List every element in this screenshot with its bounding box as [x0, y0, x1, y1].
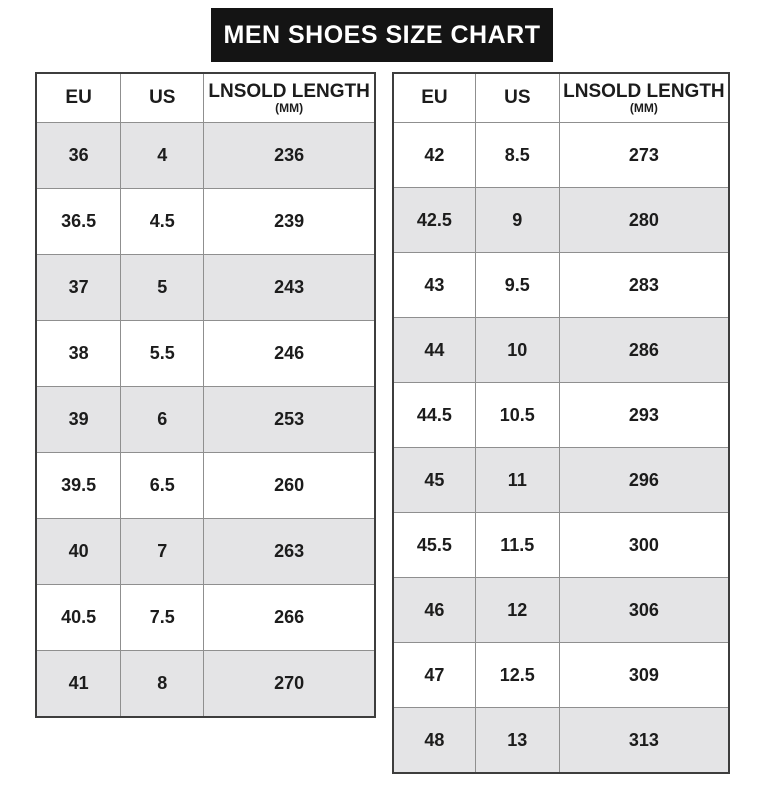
column-header-length: LNSOLD LENGTH (MM)	[558, 72, 730, 123]
size-table-left: EU US LNSOLD LENGTH (MM) 36 4 236 36.5 4.5 23…	[35, 72, 376, 718]
cell-mm: 313	[558, 707, 730, 774]
cell-us: 11	[474, 447, 560, 513]
cell-eu: 37	[35, 254, 122, 321]
cell-us: 11.5	[474, 512, 560, 578]
cell-mm: 300	[558, 512, 730, 578]
chart-title: MEN SHOES SIZE CHART	[211, 8, 553, 62]
cell-mm: 270	[203, 650, 376, 718]
cell-eu: 41	[35, 650, 122, 718]
cell-mm: 239	[203, 188, 376, 255]
column-header-length-unit: (MM)	[275, 100, 304, 115]
cell-us: 6.5	[120, 452, 205, 519]
cell-us: 5.5	[120, 320, 205, 387]
cell-eu: 45	[392, 447, 476, 513]
cell-eu: 42	[392, 122, 476, 188]
table-row: 40.5 7.5 266	[35, 584, 376, 651]
column-header-length-unit: (MM)	[629, 100, 658, 115]
cell-mm: 260	[203, 452, 376, 519]
column-header-eu: EU	[392, 72, 476, 123]
column-header-length-label: LNSOLD LENGTH	[208, 80, 370, 102]
cell-eu: 42.5	[392, 187, 476, 253]
cell-eu: 40.5	[35, 584, 122, 651]
column-header-us: US	[120, 72, 205, 123]
cell-mm: 236	[203, 122, 376, 189]
table-row: 42.5 9 280	[392, 187, 730, 253]
table-row: 39.5 6.5 260	[35, 452, 376, 519]
cell-eu: 36.5	[35, 188, 122, 255]
cell-mm: 253	[203, 386, 376, 453]
cell-eu: 44.5	[392, 382, 476, 448]
table-row: 44.5 10.5 293	[392, 382, 730, 448]
cell-eu: 39	[35, 386, 122, 453]
cell-us: 8.5	[474, 122, 560, 188]
cell-us: 6	[120, 386, 205, 453]
table-row: 38 5.5 246	[35, 320, 376, 387]
cell-eu: 40	[35, 518, 122, 585]
cell-eu: 38	[35, 320, 122, 387]
cell-us: 8	[120, 650, 205, 718]
cell-us: 12	[474, 577, 560, 643]
cell-mm: 273	[558, 122, 730, 188]
table-row: 37 5 243	[35, 254, 376, 321]
cell-us: 9.5	[474, 252, 560, 318]
cell-mm: 280	[558, 187, 730, 253]
column-header-length-label: LNSOLD LENGTH	[563, 80, 725, 102]
table-row: 48 13 313	[392, 707, 730, 774]
table-row: 41 8 270	[35, 650, 376, 718]
column-header-us: US	[474, 72, 560, 123]
cell-eu: 45.5	[392, 512, 476, 578]
cell-us: 4	[120, 122, 205, 189]
cell-eu: 47	[392, 642, 476, 708]
cell-us: 7.5	[120, 584, 205, 651]
cell-mm: 263	[203, 518, 376, 585]
cell-eu: 36	[35, 122, 122, 189]
table-row: 45 11 296	[392, 447, 730, 513]
cell-mm: 266	[203, 584, 376, 651]
cell-mm: 246	[203, 320, 376, 387]
table-row: 47 12.5 309	[392, 642, 730, 708]
cell-eu: 46	[392, 577, 476, 643]
table-row: 44 10 286	[392, 317, 730, 383]
cell-mm: 283	[558, 252, 730, 318]
table-row: 42 8.5 273	[392, 122, 730, 188]
header-row: EU US LNSOLD LENGTH (MM)	[35, 72, 376, 123]
table-row: 36.5 4.5 239	[35, 188, 376, 255]
cell-eu: 48	[392, 707, 476, 774]
cell-mm: 296	[558, 447, 730, 513]
column-header-eu: EU	[35, 72, 122, 123]
chart-title-text: MEN SHOES SIZE CHART	[223, 20, 541, 49]
cell-us: 12.5	[474, 642, 560, 708]
cell-us: 13	[474, 707, 560, 774]
cell-us: 10	[474, 317, 560, 383]
table-row: 45.5 11.5 300	[392, 512, 730, 578]
table-row: 46 12 306	[392, 577, 730, 643]
cell-mm: 243	[203, 254, 376, 321]
cell-mm: 293	[558, 382, 730, 448]
cell-mm: 286	[558, 317, 730, 383]
cell-eu: 44	[392, 317, 476, 383]
cell-us: 10.5	[474, 382, 560, 448]
cell-us: 9	[474, 187, 560, 253]
cell-mm: 306	[558, 577, 730, 643]
table-row: 39 6 253	[35, 386, 376, 453]
header-row: EU US LNSOLD LENGTH (MM)	[392, 72, 730, 123]
table-row: 40 7 263	[35, 518, 376, 585]
column-header-length: LNSOLD LENGTH (MM)	[203, 72, 376, 123]
cell-us: 7	[120, 518, 205, 585]
table-row: 43 9.5 283	[392, 252, 730, 318]
cell-us: 5	[120, 254, 205, 321]
cell-mm: 309	[558, 642, 730, 708]
size-table-right: EU US LNSOLD LENGTH (MM) 42 8.5 273 42.5 9 28…	[392, 72, 730, 774]
cell-us: 4.5	[120, 188, 205, 255]
table-row: 36 4 236	[35, 122, 376, 189]
cell-eu: 43	[392, 252, 476, 318]
cell-eu: 39.5	[35, 452, 122, 519]
